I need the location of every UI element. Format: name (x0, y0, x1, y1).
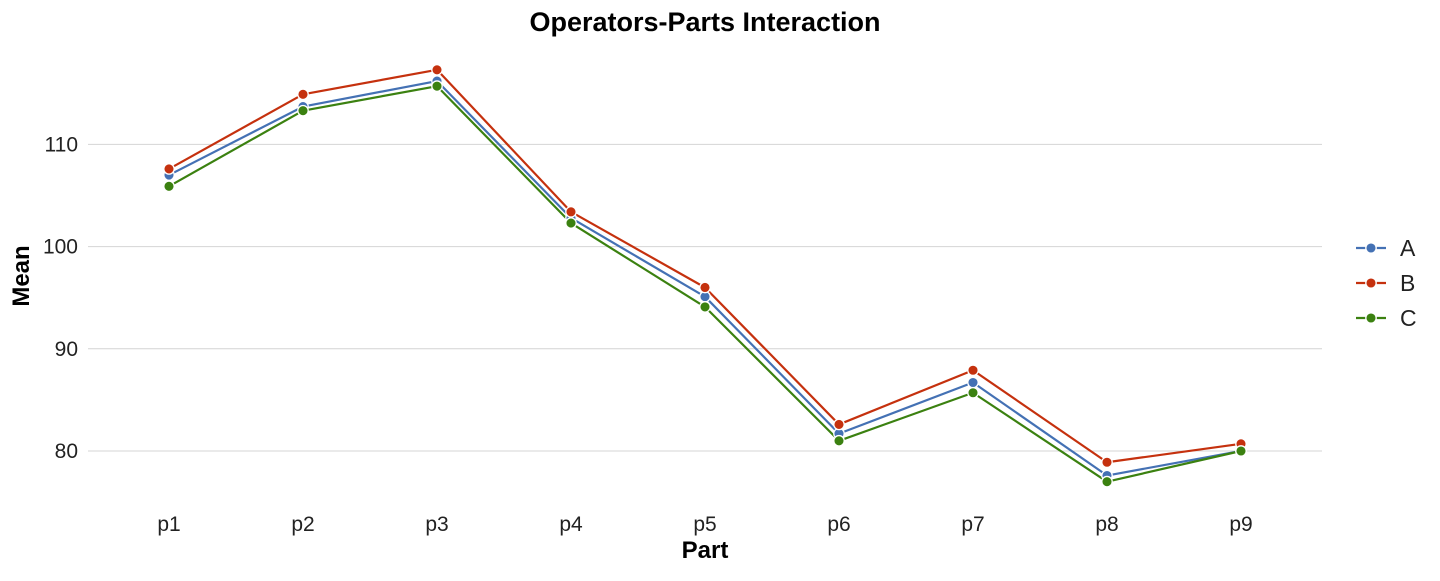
x-tick-label: p3 (425, 513, 448, 536)
legend-label: C (1400, 305, 1417, 331)
series-line-a (168, 79, 1242, 477)
data-point-b (163, 163, 175, 175)
y-axis-label: Mean (8, 245, 35, 306)
data-point-c (565, 217, 577, 229)
data-point-c (431, 80, 443, 92)
data-point-c (967, 386, 979, 399)
data-point-b (297, 88, 309, 101)
x-tick-label: p6 (827, 513, 850, 536)
data-point-c (1101, 475, 1113, 488)
y-tick-labels: 80 90 100 110 (43, 133, 78, 463)
y-tick-label: 80 (55, 440, 78, 463)
x-tick-labels: p1 p2 p3 p4 p5 p6 p7 p8 p9 (157, 513, 1252, 536)
data-point-b (833, 418, 845, 431)
legend-label: A (1400, 235, 1416, 261)
x-axis-label: Part (682, 537, 729, 564)
legend-marker (1365, 312, 1377, 324)
legend-item-c: C (1356, 305, 1417, 331)
x-tick-label: p7 (961, 513, 984, 536)
legend-marker (1365, 277, 1377, 289)
series-line-b (168, 68, 1242, 464)
data-point-b (1101, 456, 1113, 469)
chart-title: Operators-Parts Interaction (529, 7, 880, 37)
data-point-c (699, 301, 711, 313)
x-tick-label: p1 (157, 513, 180, 536)
legend-item-b: B (1356, 270, 1415, 296)
x-tick-label: p8 (1095, 513, 1118, 536)
legend-item-a: A (1356, 235, 1416, 261)
data-point-b (967, 364, 979, 377)
data-point-a (967, 376, 979, 389)
legend-marker (1365, 242, 1377, 254)
legend-label: B (1400, 270, 1415, 296)
data-point-c (833, 434, 845, 447)
data-point-c (297, 104, 309, 117)
y-tick-label: 90 (55, 338, 78, 361)
data-point-c (163, 180, 175, 193)
x-tick-label: p2 (291, 513, 314, 536)
data-point-b (699, 281, 711, 294)
legend: ABC (1356, 235, 1417, 331)
x-tick-label: p4 (559, 513, 583, 536)
y-tick-label: 110 (45, 133, 78, 156)
data-point-b (431, 63, 443, 76)
data-point-b (565, 206, 577, 218)
x-tick-label: p5 (693, 513, 716, 536)
x-tick-label: p9 (1229, 513, 1252, 536)
y-tick-label: 100 (43, 236, 78, 259)
series-lines (168, 68, 1242, 483)
gridlines (88, 143, 1322, 452)
series-points (163, 63, 1247, 488)
data-point-c (1235, 445, 1247, 457)
